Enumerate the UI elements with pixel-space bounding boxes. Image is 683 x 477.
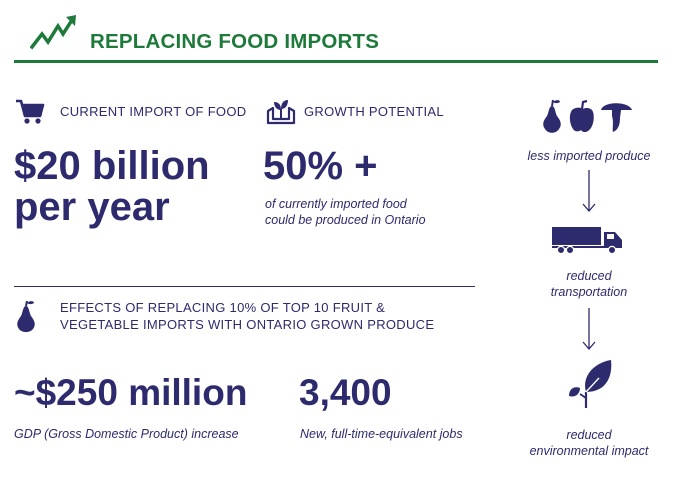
flow-step2-label-line1: reduced xyxy=(566,269,612,283)
growth-note-line2: could be produced in Ontario xyxy=(265,213,426,227)
shopping-cart-icon xyxy=(15,99,45,125)
flow-step1-label: less imported produce xyxy=(527,149,651,163)
jobs-note: New, full-time-equivalent jobs xyxy=(300,427,463,441)
mushroom-icon xyxy=(601,103,632,132)
title-divider xyxy=(14,60,658,63)
truck-icon xyxy=(551,225,625,255)
seedling-hands-icon xyxy=(265,97,297,127)
pepper-icon xyxy=(569,99,594,133)
arrow-down-icon xyxy=(581,308,597,352)
page-title: REPLACING FOOD IMPORTS xyxy=(90,30,380,53)
import-value-unit: per year xyxy=(14,185,170,229)
import-value: $20 billion xyxy=(14,144,210,188)
flow-step3-label-line2: environmental impact xyxy=(529,444,649,458)
jobs-value: 3,400 xyxy=(299,372,392,413)
effects-label-line1: EFFECTS OF REPLACING 10% OF TOP 10 FRUIT… xyxy=(60,300,386,315)
growth-note-line1: of currently imported food xyxy=(265,197,407,211)
effects-label-line2: VEGETABLE IMPORTS WITH ONTARIO GROWN PRO… xyxy=(60,317,435,332)
section-divider xyxy=(14,286,475,287)
leaf-icon xyxy=(565,358,615,410)
growth-value: 50% + xyxy=(263,144,378,188)
pear-icon xyxy=(543,99,561,133)
arrow-down-icon xyxy=(581,170,597,214)
gdp-note: GDP (Gross Domestic Product) increase xyxy=(14,427,239,441)
gdp-value: ~$250 million xyxy=(14,372,248,413)
growth-label: GROWTH POTENTIAL xyxy=(304,104,444,119)
pear-icon xyxy=(15,300,37,334)
flow-step2-label-line2: transportation xyxy=(550,285,628,299)
import-label: CURRENT IMPORT OF FOOD xyxy=(60,104,247,119)
trending-up-icon xyxy=(30,14,78,50)
produce-icons xyxy=(541,98,637,136)
flow-step3-label-line1: reduced xyxy=(566,428,612,442)
